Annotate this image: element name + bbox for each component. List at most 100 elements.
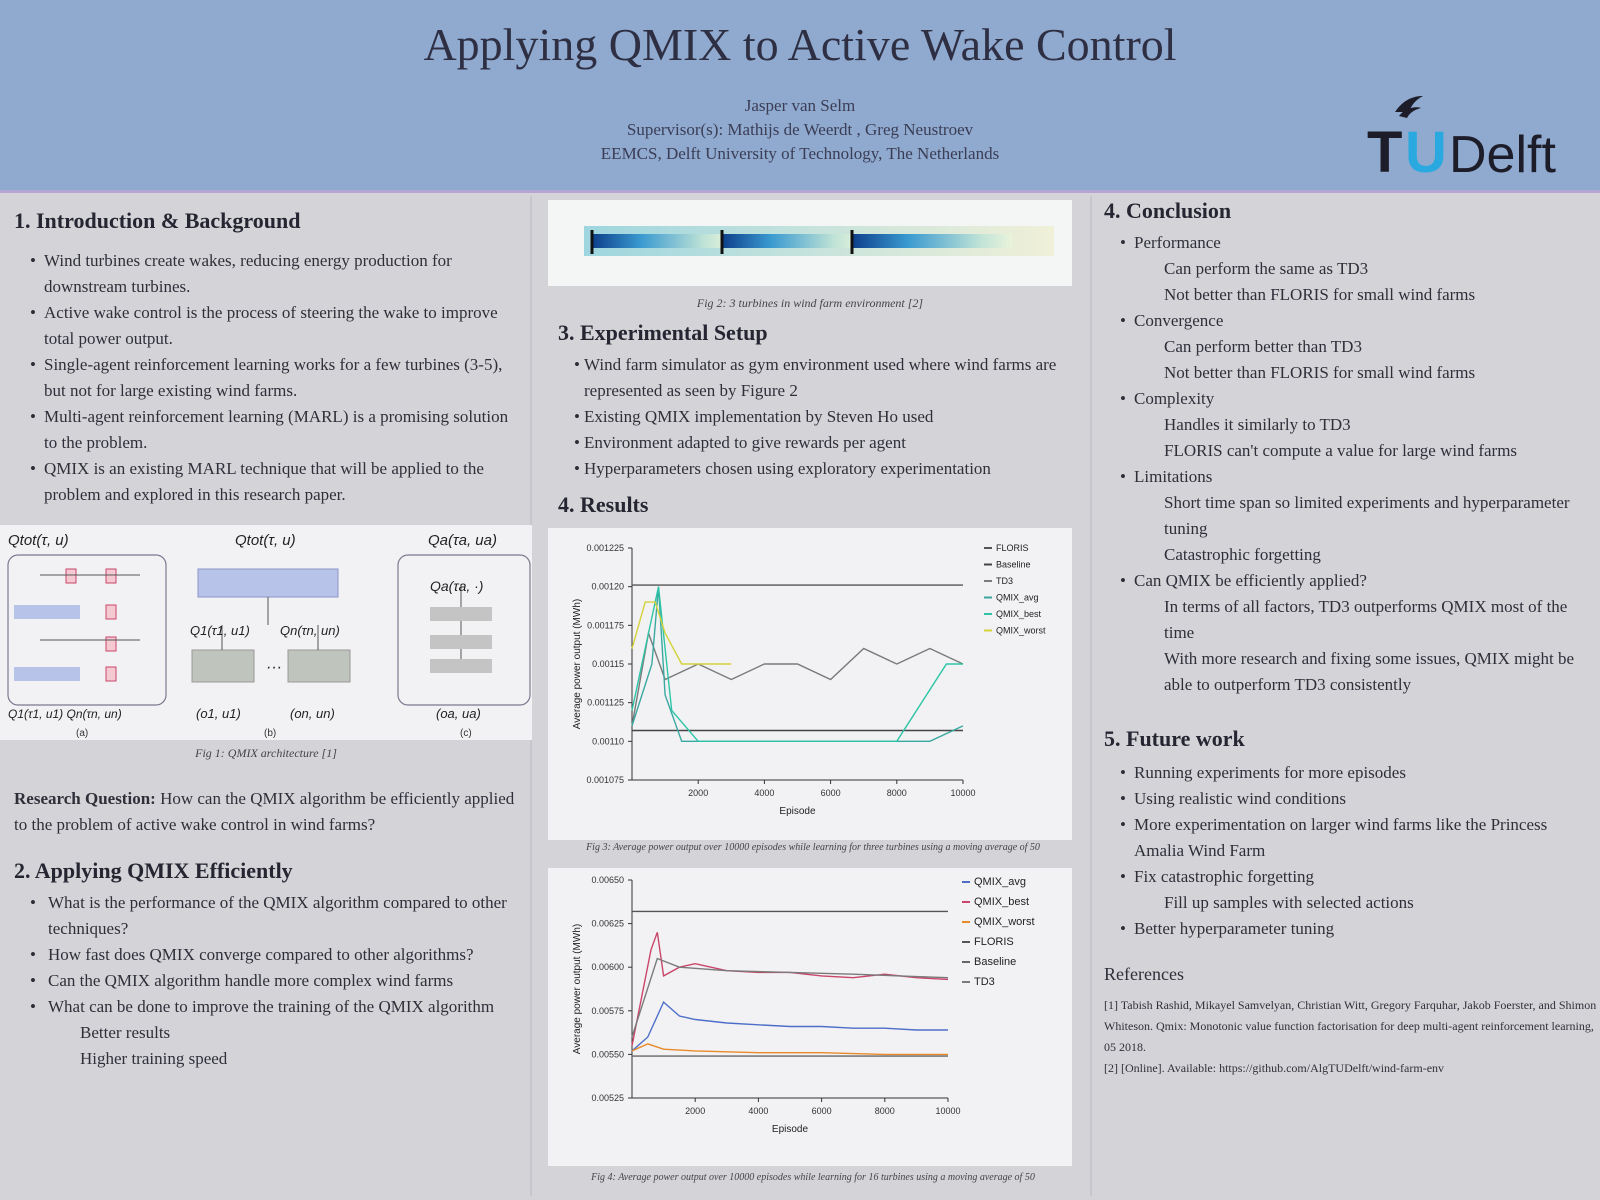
- setup-list: Wind farm simulator as gym environment u…: [558, 352, 1078, 482]
- svg-text:Q1(τ1, u1) Qn(τn, un): Q1(τ1, u1) Qn(τn, un): [8, 707, 122, 721]
- svg-text:Qtot(τ, u): Qtot(τ, u): [235, 532, 296, 549]
- sub-item: With more research and fixing some issue…: [1164, 649, 1575, 694]
- list-item: Using realistic wind conditions: [1104, 786, 1598, 812]
- y-tick-label: 0.001125: [587, 698, 624, 708]
- y-tick-label: 0.00115: [592, 659, 624, 669]
- chart-sixteen-turbines: 0.00525 0.00550 0.00575 0.00600 0.00625 0.006…: [572, 875, 1035, 1135]
- svg-text:Qa(τa, ·): Qa(τa, ·): [430, 578, 483, 594]
- list-item: Can the QMIX algorithm handle more compl…: [14, 968, 524, 994]
- legend-entry: QMIX_best: [974, 896, 1029, 908]
- y-tick-label: 0.00600: [591, 962, 624, 972]
- sub-item: Not better than FLORIS for small wind fa…: [1164, 363, 1476, 382]
- x-tick-label: 8000: [875, 1106, 895, 1116]
- y-tick-label: 0.00625: [591, 919, 624, 929]
- list-item: What is the performance of the QMIX algo…: [14, 890, 524, 942]
- reference-1: [1] Tabish Rashid, Mikayel Samvelyan, Ch…: [1104, 998, 1597, 1054]
- series-line-qmix-worst: [631, 601, 732, 665]
- series-line-qmix-worst: [631, 1043, 948, 1056]
- sub-item: Better results: [80, 1023, 171, 1042]
- fig2-caption: Fig 2: 3 turbines in wind farm environme…: [696, 296, 924, 310]
- right-column: 4. Conclusion Performance Can perform th…: [1104, 198, 1598, 1079]
- left-column: 1. Introduction & Background Wind turbin…: [14, 196, 524, 508]
- section-heading-future: 5. Future work: [1104, 726, 1245, 751]
- svg-text:Qn(τn, un): Qn(τn, un): [280, 623, 340, 638]
- legend-entry: TD3: [996, 576, 1013, 586]
- svg-text:T: T: [1367, 120, 1402, 185]
- tudelft-logo: T U Delft: [1367, 96, 1556, 185]
- list-item: Multi-agent reinforcement learning (MARL…: [14, 404, 524, 456]
- svg-text:···: ···: [266, 659, 282, 676]
- fig1-caption: Fig 1: QMIX architecture [1]: [195, 746, 337, 760]
- x-tick-label: 6000: [812, 1106, 832, 1116]
- chart-1-panel: 0.001075 0.00110 0.001125 0.00115 0.001175 0.…: [548, 528, 1072, 840]
- y-tick-label: 0.00575: [591, 1006, 624, 1016]
- list-item: Wind farm simulator as gym environment u…: [558, 352, 1078, 404]
- sub-item: Short time span so limited experiments a…: [1164, 493, 1570, 538]
- x-axis-label: Episode: [772, 1124, 809, 1135]
- chart-three-turbines: 0.001075 0.00110 0.001125 0.00115 0.001175 0.…: [572, 543, 1046, 817]
- y-tick-label: 0.00650: [591, 875, 624, 885]
- svg-text:(o1, u1): (o1, u1): [196, 706, 241, 721]
- list-item: Better hyperparameter tuning: [1104, 916, 1598, 942]
- legend-entry: QMIX_worst: [996, 626, 1046, 636]
- sub-item: Fill up samples with selected actions: [1164, 893, 1414, 912]
- y-tick-label: 0.001175: [587, 620, 624, 630]
- x-tick-label: 10000: [950, 788, 975, 798]
- legend-entry: Baseline: [974, 956, 1016, 968]
- legend-entry: FLORIS: [996, 543, 1029, 553]
- legend-entry: QMIX_avg: [996, 593, 1039, 603]
- research-question-body: How can the QMIX algorithm be efficientl…: [14, 789, 515, 834]
- y-tick-label: 0.001225: [586, 543, 624, 553]
- svg-text:U: U: [1405, 120, 1447, 185]
- sub-item: Handles it similarly to TD3: [1164, 415, 1351, 434]
- sub-item: Can perform the same as TD3: [1164, 259, 1369, 278]
- chart-2-panel: 0.00525 0.00550 0.00575 0.00600 0.00625 0.006…: [548, 868, 1072, 1166]
- y-tick-label: 0.00550: [591, 1049, 624, 1059]
- sub-item: Catastrophic forgetting: [1164, 545, 1321, 564]
- wind-farm-wake-image: [584, 226, 1054, 256]
- svg-text:Delft: Delft: [1449, 126, 1556, 184]
- legend-entry: QMIX_worst: [974, 916, 1035, 928]
- sub-item: Not better than FLORIS for small wind fa…: [1164, 285, 1476, 304]
- legend-entry: QMIX_best: [996, 609, 1042, 619]
- sub-item: Higher training speed: [80, 1049, 228, 1068]
- applying-list: What is the performance of the QMIX algo…: [14, 890, 524, 1072]
- list-item: How fast does QMIX converge compared to …: [14, 942, 524, 968]
- affiliation: EEMCS, Delft University of Technology, T…: [600, 144, 1000, 163]
- svg-text:Qtot(τ, u): Qtot(τ, u): [8, 532, 69, 549]
- author-name: Jasper van Selm: [744, 96, 856, 115]
- fig1-label-b: (b): [264, 728, 276, 739]
- qmix-architecture-figure: Qtot(τ, u) Qtot(τ, u) Qa(τa, ua) Qa(τa, …: [0, 525, 532, 740]
- section-heading-applying: 2. Applying QMIX Efficiently: [14, 858, 293, 883]
- legend-entry: FLORIS: [974, 936, 1014, 948]
- series-line-qmix-avg: [631, 1000, 948, 1052]
- list-item: More experimentation on larger wind farm…: [1104, 812, 1598, 864]
- list-item: Complexity: [1104, 386, 1598, 412]
- supervisors: Supervisor(s): Mathijs de Weerdt , Greg …: [626, 120, 974, 139]
- list-item: What can be done to improve the training…: [14, 994, 524, 1020]
- svg-text:(on, un): (on, un): [290, 706, 335, 721]
- list-item: Environment adapted to give rewards per …: [558, 430, 1078, 456]
- x-tick-label: 4000: [754, 788, 774, 798]
- x-tick-label: 2000: [688, 788, 708, 798]
- list-item: Performance: [1104, 230, 1598, 256]
- research-question: Research Question: How can the QMIX algo…: [14, 786, 524, 1072]
- x-tick-label: 6000: [821, 788, 841, 798]
- list-item: Single-agent reinforcement learning work…: [14, 352, 524, 404]
- list-item: Can QMIX be efficiently applied?: [1104, 568, 1598, 594]
- qmix-architecture-diagram: Qtot(τ, u) Qtot(τ, u) Qa(τa, ua) Qa(τa, …: [7, 532, 531, 739]
- x-tick-label: 10000: [935, 1106, 960, 1116]
- list-item: Running experiments for more episodes: [1104, 760, 1598, 786]
- y-tick-label: 0.00525: [591, 1093, 624, 1103]
- svg-text:Qa(τa, ua): Qa(τa, ua): [428, 532, 497, 549]
- list-item: Wind turbines create wakes, reducing ene…: [14, 248, 524, 300]
- research-question-text: Research Question: How can the QMIX algo…: [14, 786, 524, 838]
- list-item: Active wake control is the process of st…: [14, 300, 524, 352]
- list-item: Limitations: [1104, 464, 1598, 490]
- section-heading-intro: 1. Introduction & Background: [14, 208, 301, 233]
- reference-2: [2] [Online]. Available: https://github.…: [1104, 1061, 1445, 1075]
- y-tick-label: 0.00120: [591, 582, 624, 592]
- conclusion-list: Performance Can perform the same as TD3 …: [1104, 230, 1598, 698]
- references-heading: References: [1104, 964, 1184, 984]
- series-line-td3: [631, 957, 949, 1038]
